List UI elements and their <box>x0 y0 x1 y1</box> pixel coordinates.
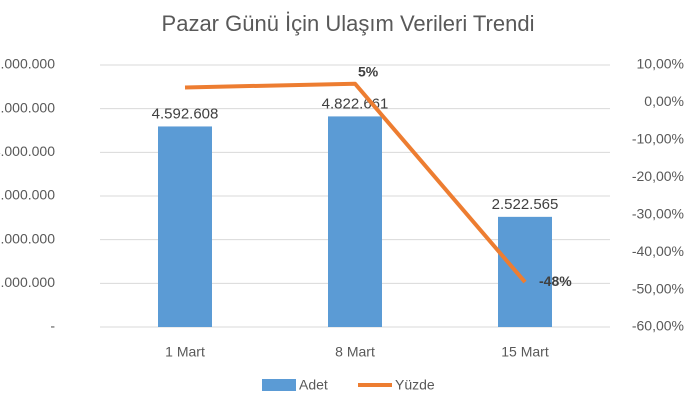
line <box>184 81 527 284</box>
y-tick-label: 6.000.000 <box>0 56 55 72</box>
y2-tick-label: -40,00% <box>632 243 684 259</box>
legend-swatch <box>262 379 296 391</box>
x-tick-label: 15 Mart <box>501 344 549 360</box>
x-tick-label: 1 Mart <box>165 344 205 360</box>
y-tick-label: 3.000.000 <box>0 187 55 203</box>
bar <box>328 116 382 328</box>
y2-tick-label: 0,00% <box>644 93 684 109</box>
y2-tick-label: -50,00% <box>632 280 684 296</box>
y-tick-label: 5.000.000 <box>0 99 55 115</box>
data-label: 4.592.608 <box>152 105 219 122</box>
data-label: -48% <box>539 273 572 289</box>
y2-tick-label: 10,00% <box>637 56 684 72</box>
legend-label: Yüzde <box>395 377 435 393</box>
chart-title: Pazar Günü İçin Ulaşım Verileri Trendi <box>162 11 535 36</box>
y-tick-label: 4.000.000 <box>0 143 55 159</box>
y-tick-label: 2.000.000 <box>0 230 55 246</box>
bar <box>498 216 552 327</box>
legend-label: Adet <box>299 377 328 393</box>
x-tick-label: 8 Mart <box>335 344 375 360</box>
y2-tick-label: -20,00% <box>632 168 684 184</box>
y-tick-label: 1.000.000 <box>0 274 55 290</box>
y2-tick-label: -30,00% <box>632 205 684 221</box>
y-tick-label: - <box>50 318 55 334</box>
y2-tick-label: -10,00% <box>632 131 684 147</box>
data-label: 4.822.661 <box>322 95 389 112</box>
data-label: 5% <box>358 63 379 79</box>
y2-tick-label: -60,00% <box>632 318 684 334</box>
bar <box>158 126 212 327</box>
data-label: 2.522.565 <box>492 196 559 213</box>
